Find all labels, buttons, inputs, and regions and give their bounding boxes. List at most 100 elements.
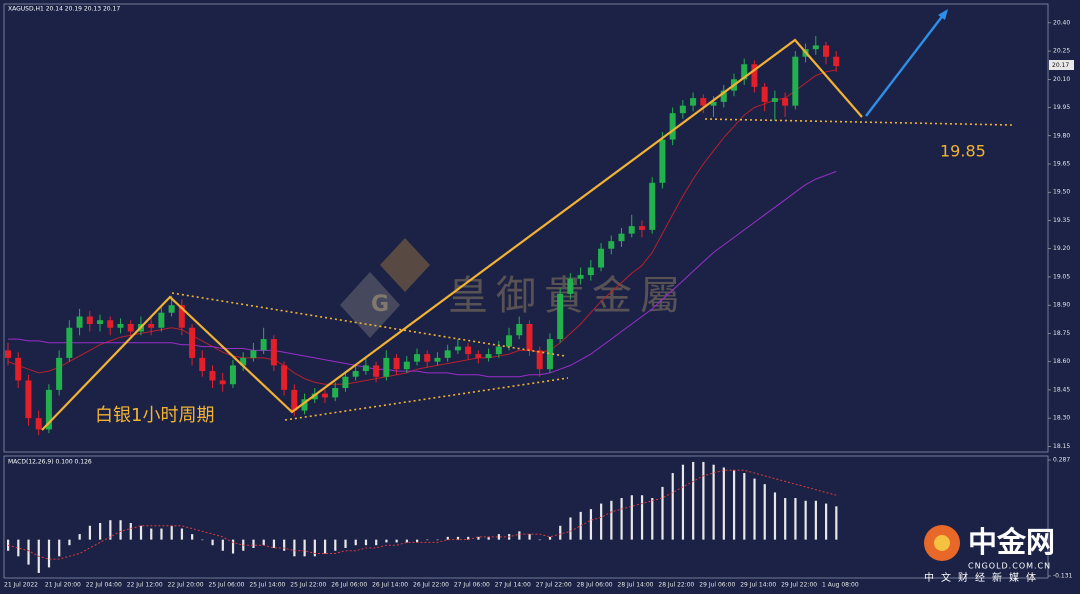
candle-body: [107, 320, 114, 328]
macd-bar: [446, 536, 449, 540]
watermark-text: 皇御貴金屬: [448, 273, 688, 319]
macd-bar: [436, 539, 439, 541]
y-tick-label: 19.35: [1053, 217, 1070, 224]
candle-body: [56, 357, 63, 390]
candle-body: [546, 339, 553, 370]
macd-bar: [794, 498, 797, 540]
candle-body: [587, 267, 594, 276]
macd-bar: [835, 506, 838, 540]
candle-body: [700, 98, 707, 106]
macd-bar: [569, 517, 572, 540]
x-tick-label: 21 Jul 20:00: [45, 582, 81, 589]
level-label: 19.85: [940, 142, 986, 161]
candle-body: [823, 45, 829, 57]
x-tick-label: 22 Jul 12:00: [127, 582, 163, 589]
logo-name: 中金网: [968, 525, 1055, 559]
macd-bar: [303, 539, 306, 557]
plot: 20.40 20.25 20.10 19.95 19.80 19.65 19.50 19.35…: [4, 19, 1073, 588]
macd-bar: [129, 522, 132, 540]
macd-bar: [497, 534, 500, 540]
candle-body: [669, 113, 676, 140]
x-tick-label: 22 Jul 20:00: [168, 582, 204, 589]
candle-body: [148, 324, 155, 328]
y-tick-label: 19.20: [1053, 245, 1070, 252]
y-tick-label: 19.65: [1053, 161, 1070, 168]
macd-bar: [640, 495, 644, 540]
macd-bar: [293, 539, 296, 557]
candle-body: [618, 233, 625, 242]
logo-domain: CNGOLD.COM.CN: [968, 562, 1051, 571]
candle-body: [495, 346, 502, 355]
macd-bar: [784, 498, 787, 540]
arrow-head: [938, 9, 948, 20]
candle-body: [761, 86, 768, 102]
trend-line: [171, 292, 566, 357]
candle-body: [536, 350, 543, 370]
candle-body: [66, 327, 73, 358]
macd-bar: [231, 539, 235, 554]
macd-bar: [395, 539, 398, 543]
level-line: [704, 118, 1013, 126]
macd-bar: [221, 539, 224, 551]
macd-bar: [191, 534, 194, 540]
macd-bar: [600, 503, 603, 540]
watermark-shape: [380, 238, 430, 292]
macd-bar: [692, 461, 695, 540]
x-tick-label: 27 Jul 22:00: [536, 582, 572, 589]
candle-body: [199, 357, 206, 372]
candle-body: [158, 312, 165, 328]
candle-body: [649, 182, 656, 230]
macd-bar: [160, 528, 163, 540]
y-tick-label: 19.80: [1053, 132, 1070, 139]
y-tick-label: 20.10: [1053, 76, 1070, 83]
logo-tagline: 中文财经新媒体: [924, 571, 1043, 584]
macd-bar: [681, 464, 685, 540]
macd-bar: [88, 525, 91, 540]
candle-body: [352, 371, 359, 377]
macd-bar: [344, 539, 347, 548]
macd-bar: [68, 539, 71, 546]
candle-body: [751, 64, 758, 87]
macd-bar: [334, 539, 337, 551]
candle-body: [127, 324, 134, 332]
candle-body: [659, 139, 666, 183]
candle-body: [628, 226, 635, 234]
x-tick-label: 29 Jul 22:00: [781, 582, 817, 589]
x-tick-label: 26 Jul 06:00: [331, 582, 367, 589]
x-tick-label: 25 Jul 22:00: [290, 582, 326, 589]
macd-bar: [78, 534, 81, 540]
watermark: G 皇御貴金屬: [340, 238, 688, 338]
price-tag: [1049, 60, 1074, 70]
candle-body: [638, 226, 645, 230]
y-tick-label: 18.15: [1053, 443, 1070, 450]
macd-bar: [456, 536, 460, 540]
candle-body: [240, 357, 247, 366]
macd-bar: [518, 531, 521, 540]
drawings: [41, 38, 1013, 431]
candle-body: [393, 357, 400, 370]
macd-bar: [201, 539, 204, 541]
x-tick-label: 29 Jul 06:00: [699, 582, 735, 589]
candle-body: [219, 380, 226, 385]
y-tick-label: 19.95: [1053, 104, 1070, 111]
moving-average: [7, 69, 837, 385]
macd-panel: [3, 455, 1049, 579]
y-tick-label: -0.131: [1053, 573, 1073, 580]
candle-body: [342, 376, 349, 388]
candle-body: [270, 339, 277, 366]
macd-bar: [17, 539, 20, 557]
candle-body: [5, 350, 11, 358]
candle-body: [97, 320, 104, 324]
macd-bar: [283, 539, 286, 551]
macd-bar: [773, 492, 777, 540]
macd-bar: [702, 461, 705, 540]
macd-bar: [753, 478, 756, 540]
x-tick-label: 26 Jul 22:00: [413, 582, 449, 589]
macd-bar: [58, 539, 61, 557]
y-tick-label: 20.25: [1053, 48, 1070, 55]
candle-body: [250, 350, 257, 358]
candle-body: [710, 101, 717, 106]
candle-body: [792, 56, 799, 106]
candle-body: [557, 293, 564, 340]
